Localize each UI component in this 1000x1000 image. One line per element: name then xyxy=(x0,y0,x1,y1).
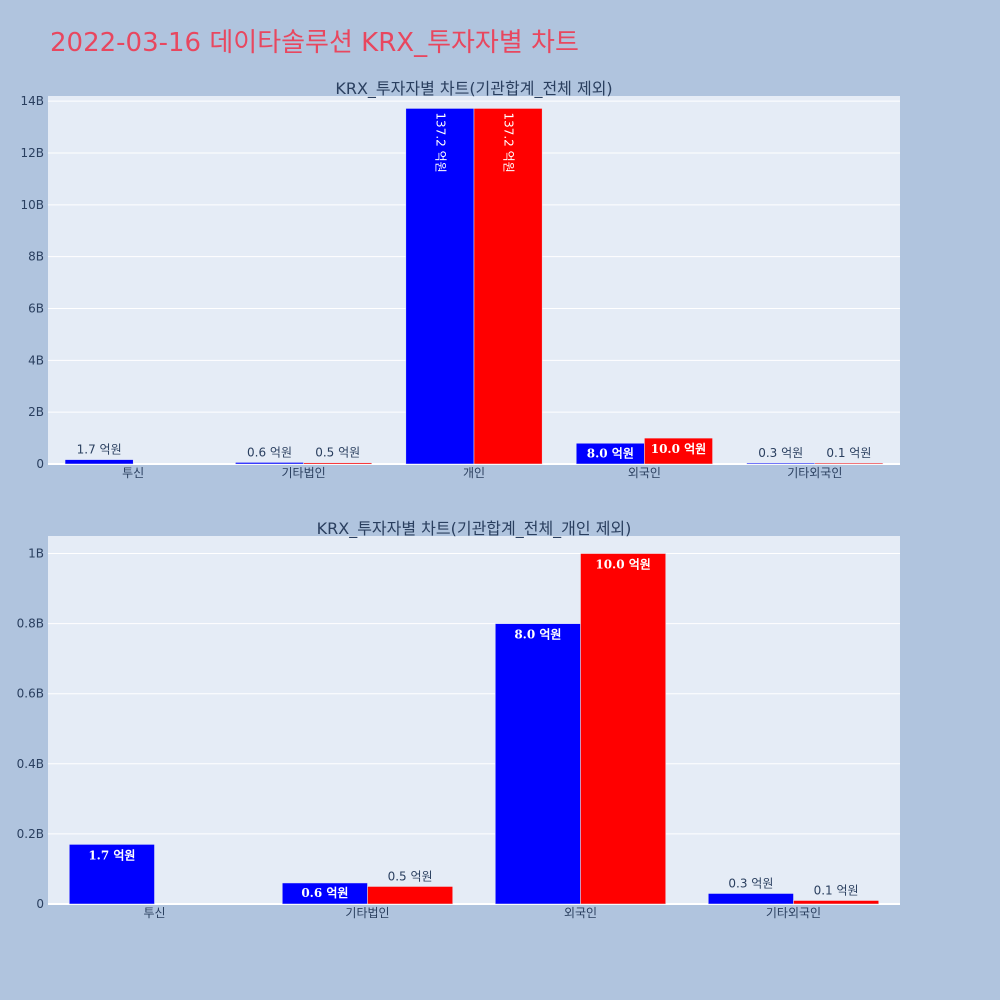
bar-value-label: 1.7 억원 xyxy=(88,848,135,862)
y-tick-label: 14B xyxy=(20,94,44,108)
x-tick-label: 개인 xyxy=(463,466,485,480)
bar xyxy=(746,462,816,465)
chart-title-1: KRX_투자자별 차트(기관합계_전체 제외) xyxy=(335,79,612,99)
x-tick-label: 기타외국인 xyxy=(766,906,821,920)
bar xyxy=(793,900,879,905)
y-tick-label: 0.2B xyxy=(17,827,44,841)
page-title: 2022-03-16 데이타솔루션 KRX_투자자별 차트 xyxy=(50,28,579,58)
bar xyxy=(69,844,155,905)
bar-value-label: 0.3 억원 xyxy=(728,876,773,890)
bar-value-label: 10.0 억원 xyxy=(651,442,707,456)
bar-value-label: 10.0 억원 xyxy=(595,558,651,572)
y-tick-label: 8B xyxy=(28,250,44,264)
x-tick-label: 기타외국인 xyxy=(787,466,842,480)
bar xyxy=(405,108,475,465)
bar-value-label: 137.2 억원 xyxy=(433,112,447,172)
bar-value-label: 0.6 억원 xyxy=(247,445,292,459)
bar-value-label: 137.2 억원 xyxy=(502,112,516,172)
bar xyxy=(64,459,134,465)
bar-value-label: 1.7 억원 xyxy=(77,443,122,457)
bar-value-label: 0.6 억원 xyxy=(301,886,348,900)
bar xyxy=(235,462,304,465)
bar-value-label: 0.5 억원 xyxy=(315,446,360,460)
bar-value-label: 0.1 억원 xyxy=(826,446,871,460)
x-tick-label: 투신 xyxy=(143,906,165,920)
y-tick-label: 0 xyxy=(36,897,44,911)
bar xyxy=(814,462,884,465)
bar-value-label: 0.1 억원 xyxy=(814,883,859,897)
x-tick-label: 외국인 xyxy=(628,466,661,480)
x-tick-label: 투신 xyxy=(122,466,144,480)
bar xyxy=(495,623,581,905)
bar xyxy=(708,893,794,905)
chart-title-2: KRX_투자자별 차트(기관합계_전체_개인 제외) xyxy=(317,519,632,539)
bar xyxy=(644,437,713,465)
bar xyxy=(367,886,453,905)
bar-value-label: 8.0 억원 xyxy=(587,446,634,460)
y-tick-label: 10B xyxy=(20,198,44,212)
bar-value-label: 0.5 억원 xyxy=(388,869,433,883)
y-tick-label: 4B xyxy=(28,353,44,367)
y-tick-label: 2B xyxy=(28,405,44,419)
x-tick-label: 외국인 xyxy=(564,906,597,920)
y-tick-label: 0 xyxy=(36,457,44,471)
bar xyxy=(473,108,543,465)
y-tick-label: 1B xyxy=(28,547,44,561)
y-tick-label: 0.4B xyxy=(17,757,44,771)
bar xyxy=(580,553,666,905)
y-tick-label: 0.8B xyxy=(17,617,44,631)
bar xyxy=(303,462,373,465)
plot-area-2 xyxy=(48,536,900,904)
y-tick-label: 6B xyxy=(28,302,44,316)
x-tick-label: 기타법인 xyxy=(345,906,389,920)
bar-value-label: 8.0 억원 xyxy=(514,628,561,642)
y-tick-label: 0.6B xyxy=(17,687,44,701)
y-tick-label: 12B xyxy=(20,146,44,160)
x-tick-label: 기타법인 xyxy=(282,466,326,480)
bar-value-label: 0.3 억원 xyxy=(758,446,803,460)
